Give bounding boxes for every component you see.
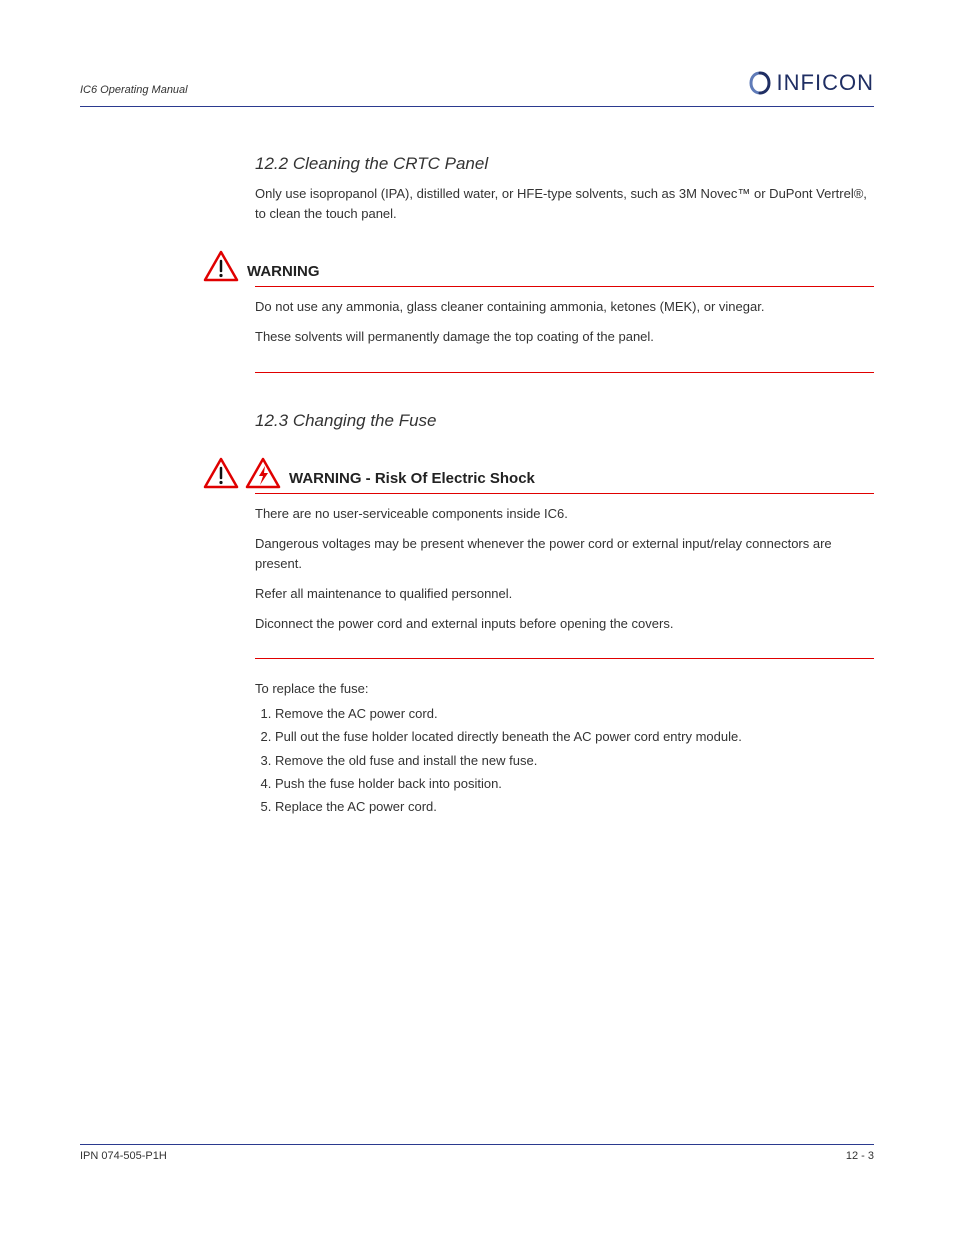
warning-block: WARNING - Risk Of Electric Shock There a… <box>255 457 874 660</box>
footer-rule <box>80 1144 874 1145</box>
alert-icon <box>203 250 239 282</box>
warning-label: WARNING <box>247 263 320 280</box>
list-item: Push the fuse holder back into position. <box>275 774 874 794</box>
body-paragraph: Only use isopropanol (IPA), distilled wa… <box>255 184 874 224</box>
list-item: Replace the AC power cord. <box>275 797 874 817</box>
list-item: Remove the AC power cord. <box>275 704 874 724</box>
steps-intro: To replace the fuse: <box>255 681 874 696</box>
brand-logo: INFICON <box>747 70 874 96</box>
footer-page-number: 12 - 3 <box>846 1150 874 1162</box>
warning-body: There are no user-serviceable components… <box>255 494 874 660</box>
logo-mark-icon <box>747 70 773 96</box>
electric-hazard-icon <box>245 457 281 489</box>
logo-text: INFICON <box>777 70 874 96</box>
section-heading-12-2: 12.2 Cleaning the CRTC Panel <box>255 154 874 174</box>
alert-icon <box>203 457 239 489</box>
list-item: Remove the old fuse and install the new … <box>275 751 874 771</box>
list-item: Pull out the fuse holder located directl… <box>275 727 874 747</box>
section-heading-12-3: 12.3 Changing the Fuse <box>255 411 874 431</box>
steps-list: Remove the AC power cord. Pull out the f… <box>255 704 874 817</box>
warning-block: WARNING Do not use any ammonia, glass cl… <box>255 250 874 372</box>
doc-title: IC6 Operating Manual <box>80 84 188 96</box>
section-number: 12.3 <box>255 411 288 430</box>
header-rule <box>80 106 874 107</box>
footer-doc-id: IPN 074-505-P1H <box>80 1150 167 1162</box>
warning-body: Do not use any ammonia, glass cleaner co… <box>255 287 874 372</box>
section-number: 12.2 <box>255 154 288 173</box>
warning-label: WARNING - Risk Of Electric Shock <box>289 470 535 487</box>
section-title: Changing the Fuse <box>293 411 437 430</box>
section-title: Cleaning the CRTC Panel <box>293 154 488 173</box>
